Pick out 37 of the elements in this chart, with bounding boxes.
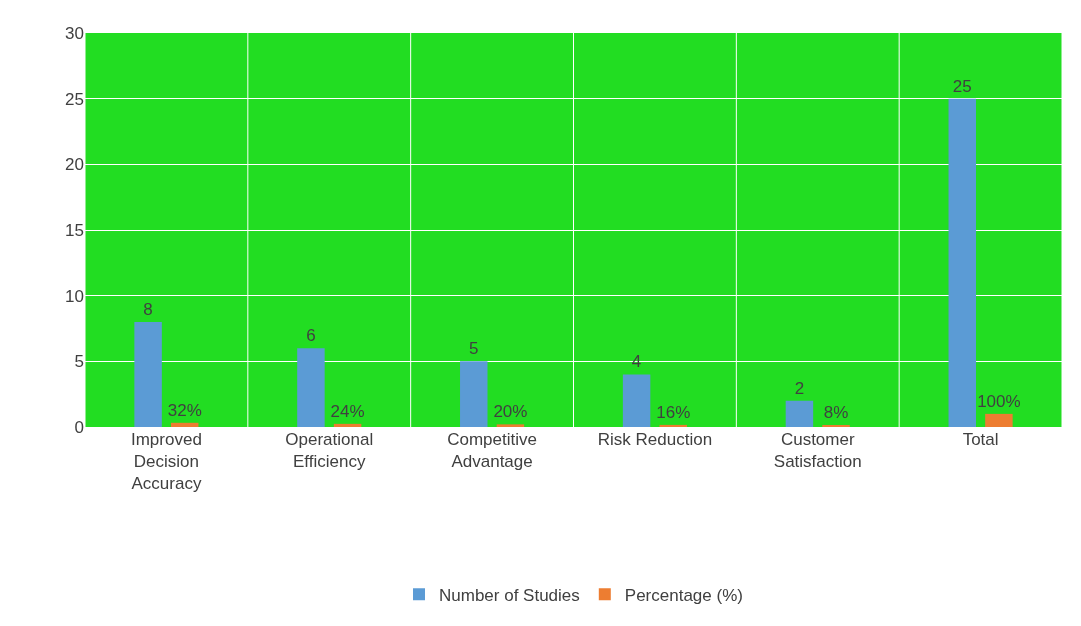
bar xyxy=(171,422,199,427)
x-tick-label: Operational Efficiency xyxy=(285,430,374,472)
legend-label: Number of Studies xyxy=(439,585,580,605)
y-tick-label: 20 xyxy=(65,155,84,175)
bar xyxy=(785,400,814,427)
data-label: 16% xyxy=(656,402,691,422)
x-tick-label: Competitive Advantage xyxy=(447,430,537,472)
data-label: 24% xyxy=(330,401,365,421)
data-label: 32% xyxy=(167,400,202,420)
bar xyxy=(659,424,687,427)
data-label: 6 xyxy=(306,326,316,346)
bar xyxy=(134,321,162,427)
bar xyxy=(333,423,362,427)
x-tick-label: Customer Satisfaction xyxy=(773,430,862,472)
bar xyxy=(985,413,1013,427)
data-label: 100% xyxy=(977,391,1021,411)
x-tick-label: Total xyxy=(962,430,999,449)
data-label: 8% xyxy=(823,403,849,422)
bar xyxy=(460,361,488,427)
x-tick-label: Improved Decision Accuracy xyxy=(130,430,202,494)
legend-label: Percentage (%) xyxy=(624,585,743,605)
bar xyxy=(297,348,325,427)
y-tick-label: 15 xyxy=(65,220,84,240)
bar xyxy=(948,98,976,427)
y-tick-label: 5 xyxy=(74,352,84,372)
data-label: 5 xyxy=(469,339,479,359)
x-tick-label: Risk Reduction xyxy=(597,430,713,449)
data-label: 25 xyxy=(952,76,972,96)
y-tick-label: 25 xyxy=(65,89,84,109)
bar xyxy=(496,424,525,427)
y-tick-label: 10 xyxy=(65,286,84,306)
bar xyxy=(622,374,651,427)
data-label: 20% xyxy=(493,402,528,422)
data-label: 8 xyxy=(143,299,153,319)
y-tick-label: 30 xyxy=(65,23,84,43)
y-tick-label: 0 xyxy=(74,417,84,437)
data-label: 2 xyxy=(794,378,805,398)
